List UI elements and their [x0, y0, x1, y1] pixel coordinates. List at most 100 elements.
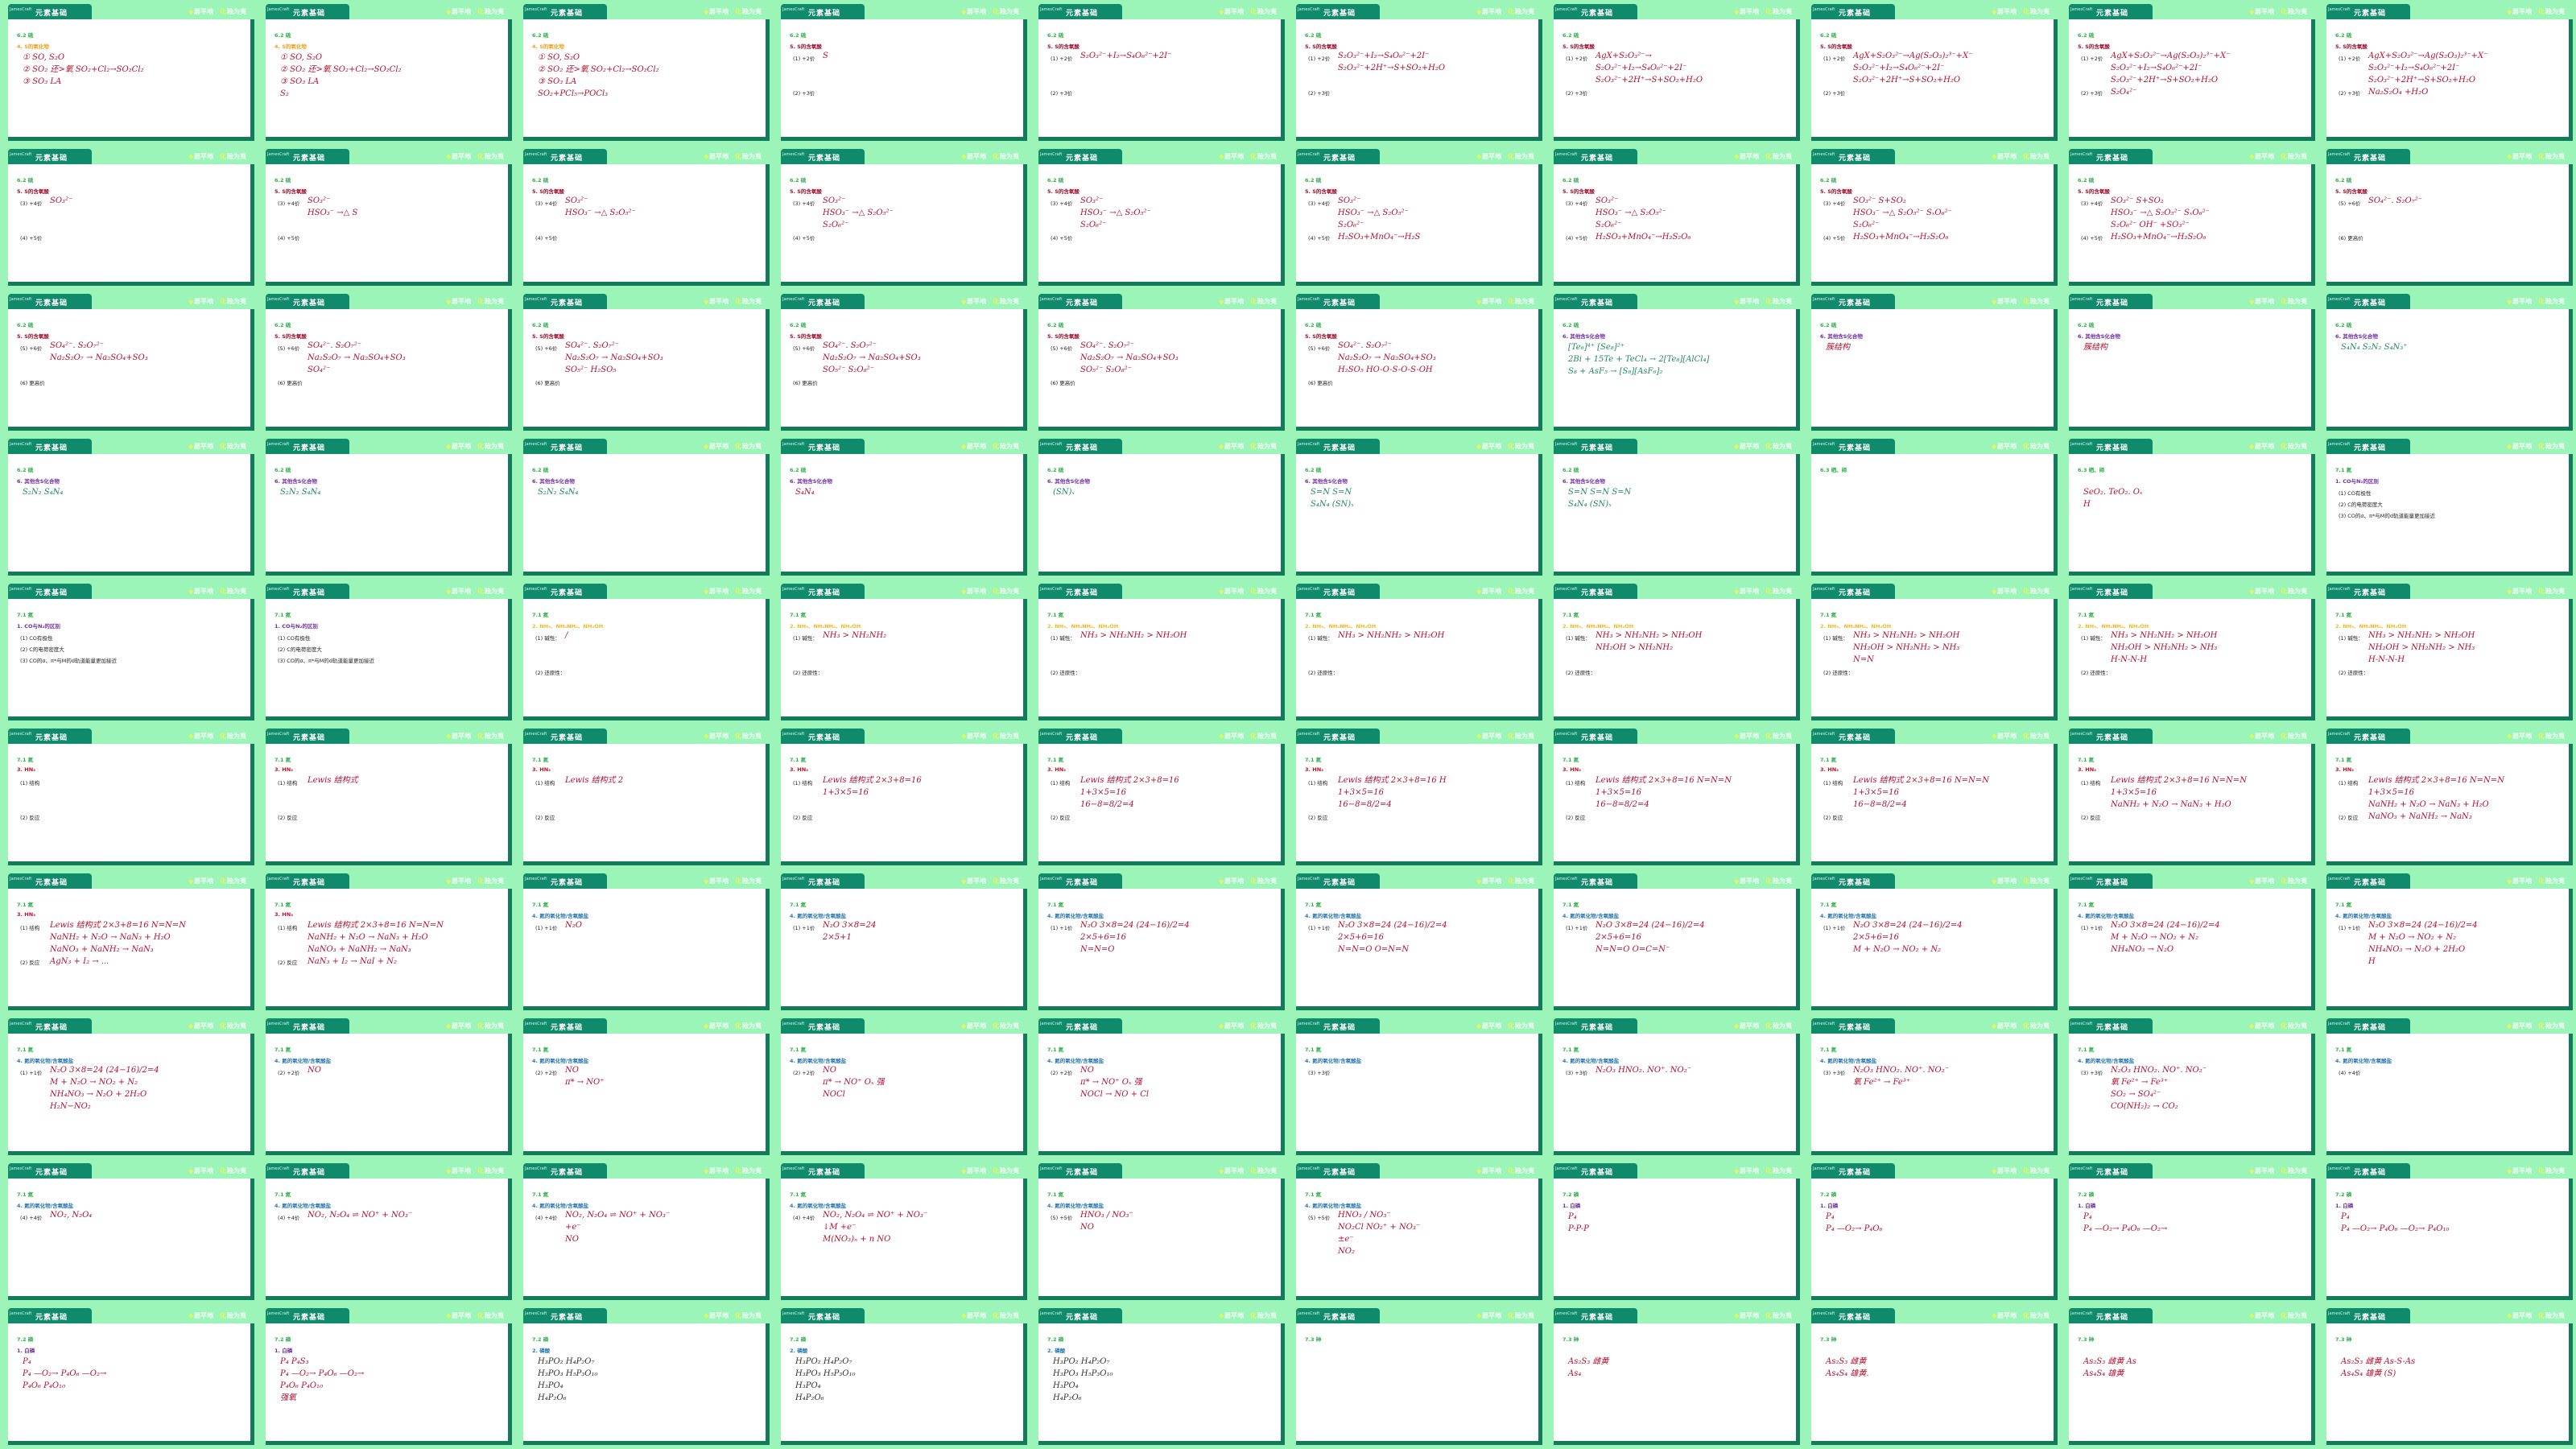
slide-thumbnail[interactable]: JamesCraft 元素基础 ◆层平地 化险为夷 7.1 氮 4. 氮的氧化物/含氧酸盐…: [1030, 869, 1288, 1014]
slide-thumbnail[interactable]: JamesCraft 元素基础 ◆层平地 化险为夷 7.1 氮 2. NH₃、NH₂NH₂…: [1546, 580, 1803, 724]
slide-thumbnail[interactable]: JamesCraft 元素基础 ◆层平地 化险为夷 7.1 氮 3. HN₃ (1) 结构(…: [258, 869, 515, 1014]
slide-thumbnail[interactable]: JamesCraft 元素基础 ◆层平地 化险为夷 7.1 氮 4. 氮的氧化物/含氧酸盐…: [515, 1014, 773, 1159]
slide-thumbnail[interactable]: JamesCraft 元素基础 ◆层平地 化险为夷 6.2 硫 5. S的含氧酸 (5) +…: [515, 290, 773, 435]
slide-thumbnail[interactable]: JamesCraft 元素基础 ◆层平地 化险为夷 7.1 氮 4. 氮的氧化物/含氧酸盐…: [0, 1014, 258, 1159]
slide-thumbnail[interactable]: JamesCraft 元素基础 ◆层平地 化险为夷 6.2 硫 5. S的含氧酸 (1) +…: [773, 0, 1030, 145]
slide-thumbnail[interactable]: JamesCraft 元素基础 ◆层平地 化险为夷 7.1 氮 3. HN₃ (1) 结构(…: [1030, 724, 1288, 869]
slide-thumbnail[interactable]: JamesCraft 元素基础 ◆层平地 化险为夷 7.1 氮 3. HN₃ (1) 结构(…: [2061, 724, 2318, 869]
slide-thumbnail[interactable]: JamesCraft 元素基础 ◆层平地 化险为夷 7.1 氮 4. 氮的氧化物/含氧酸盐…: [773, 869, 1030, 1014]
slide-thumbnail[interactable]: JamesCraft 元素基础 ◆层平地 化险为夷 7.2 磷 2. 磷酸 H₃PO₂ H₄…: [1030, 1304, 1288, 1449]
slide-thumbnail[interactable]: JamesCraft 元素基础 ◆层平地 化险为夷 7.1 氮 4. 氮的氧化物/含氧酸盐…: [1288, 1159, 1546, 1304]
slide-thumbnail[interactable]: JamesCraft 元素基础 ◆层平地 化险为夷 7.1 氮 3. HN₃ (1) 结构(…: [0, 724, 258, 869]
slide-thumbnail[interactable]: JamesCraft 元素基础 ◆层平地 化险为夷 6.2 硫 4. S的氧化物 ① SO,…: [515, 0, 773, 145]
slide-thumbnail[interactable]: JamesCraft 元素基础 ◆层平地 化险为夷 7.1 氮 3. HN₃ (1) 结构(…: [515, 724, 773, 869]
slide-thumbnail[interactable]: JamesCraft 元素基础 ◆层平地 化险为夷 6.2 硫 6. 其他含S化合物 S₂N…: [0, 435, 258, 580]
slide-thumbnail[interactable]: JamesCraft 元素基础 ◆层平地 化险为夷 6.2 硫 5. S的含氧酸 (3) +…: [258, 145, 515, 290]
slide-thumbnail[interactable]: JamesCraft 元素基础 ◆层平地 化险为夷 7.3 砷 As₂S₃ 雌黄 As₄: [1546, 1304, 1803, 1449]
slide-thumbnail[interactable]: JamesCraft 元素基础 ◆层平地 化险为夷 6.2 硫 5. S的含氧酸 (1) +…: [2061, 0, 2318, 145]
slide-thumbnail[interactable]: JamesCraft 元素基础 ◆层平地 化险为夷 7.1 氮 4. 氮的氧化物/含氧酸盐…: [258, 1159, 515, 1304]
slide-thumbnail[interactable]: JamesCraft 元素基础 ◆层平地 化险为夷 6.2 硫 6. 其他含S化合物 S₂N…: [258, 435, 515, 580]
slide-thumbnail[interactable]: JamesCraft 元素基础 ◆层平地 化险为夷 6.2 硫 4. S的氧化物 ① SO,…: [0, 0, 258, 145]
slide-thumbnail[interactable]: JamesCraft 元素基础 ◆层平地 化险为夷 7.2 磷 1. 白磷 P₄ P-P-P: [1546, 1159, 1803, 1304]
slide-thumbnail[interactable]: JamesCraft 元素基础 ◆层平地 化险为夷 6.2 硫 6. 其他含S化合物 簇结构: [1803, 290, 2061, 435]
slide-thumbnail[interactable]: JamesCraft 元素基础 ◆层平地 化险为夷 6.2 硫 5. S的含氧酸 (1) +…: [1546, 0, 1803, 145]
slide-thumbnail[interactable]: JamesCraft 元素基础 ◆层平地 化险为夷 6.2 硫 5. S的含氧酸 (3) +…: [1288, 145, 1546, 290]
slide-thumbnail[interactable]: JamesCraft 元素基础 ◆层平地 化险为夷 7.1 氮 4. 氮的氧化物/含氧酸盐…: [1288, 1014, 1546, 1159]
slide-thumbnail[interactable]: JamesCraft 元素基础 ◆层平地 化险为夷 6.2 硫 5. S的含氧酸 (5) +…: [2318, 145, 2576, 290]
slide-thumbnail[interactable]: JamesCraft 元素基础 ◆层平地 化险为夷 7.2 磷 1. 白磷 P₄ P₄ —O₂…: [1803, 1159, 2061, 1304]
slide-thumbnail[interactable]: JamesCraft 元素基础 ◆层平地 化险为夷 7.1 氮 4. 氮的氧化物/含氧酸盐…: [773, 1159, 1030, 1304]
slide-thumbnail[interactable]: JamesCraft 元素基础 ◆层平地 化险为夷 7.1 氮 4. 氮的氧化物/含氧酸盐…: [1546, 1014, 1803, 1159]
slide-thumbnail[interactable]: JamesCraft 元素基础 ◆层平地 化险为夷 6.2 硫 5. S的含氧酸 (3) +…: [515, 145, 773, 290]
slide-thumbnail[interactable]: JamesCraft 元素基础 ◆层平地 化险为夷 7.1 氮 3. HN₃ (1) 结构(…: [1803, 724, 2061, 869]
slide-thumbnail[interactable]: JamesCraft 元素基础 ◆层平地 化险为夷 6.2 硫 6. 其他含S化合物 S₂N…: [515, 435, 773, 580]
slide-thumbnail[interactable]: JamesCraft 元素基础 ◆层平地 化险为夷 7.2 磷 1. 白磷 P₄ P₄ —O₂…: [2318, 1159, 2576, 1304]
slide-thumbnail[interactable]: JamesCraft 元素基础 ◆层平地 化险为夷 7.1 氮 4. 氮的氧化物/含氧酸盐…: [1030, 1014, 1288, 1159]
slide-thumbnail[interactable]: JamesCraft 元素基础 ◆层平地 化险为夷 7.1 氮 4. 氮的氧化物/含氧酸盐…: [1803, 1014, 2061, 1159]
slide-thumbnail[interactable]: JamesCraft 元素基础 ◆层平地 化险为夷 7.2 磷 1. 白磷 P₄ P₄ —O₂…: [0, 1304, 258, 1449]
slide-thumbnail[interactable]: JamesCraft 元素基础 ◆层平地 化险为夷 6.2 硫 5. S的含氧酸 (1) +…: [2318, 0, 2576, 145]
slide-thumbnail[interactable]: JamesCraft 元素基础 ◆层平地 化险为夷 6.2 硫 5. S的含氧酸 (1) +…: [1803, 0, 2061, 145]
slide-thumbnail[interactable]: JamesCraft 元素基础 ◆层平地 化险为夷 6.2 硫 6. 其他含S化合物 S₄N…: [773, 435, 1030, 580]
slide-thumbnail[interactable]: JamesCraft 元素基础 ◆层平地 化险为夷 7.2 磷 2. 磷酸 H₃PO₂ H₄…: [773, 1304, 1030, 1449]
slide-thumbnail[interactable]: JamesCraft 元素基础 ◆层平地 化险为夷 6.2 硫 5. S的含氧酸 (3) +…: [1803, 145, 2061, 290]
slide-thumbnail[interactable]: JamesCraft 元素基础 ◆层平地 化险为夷 6.2 硫 5. S的含氧酸 (5) +…: [1030, 290, 1288, 435]
slide-thumbnail[interactable]: JamesCraft 元素基础 ◆层平地 化险为夷 6.2 硫 6. 其他含S化合物 S=N…: [1546, 435, 1803, 580]
slide-thumbnail[interactable]: JamesCraft 元素基础 ◆层平地 化险为夷 7.1 氮 4. 氮的氧化物/含氧酸盐…: [1288, 869, 1546, 1014]
slide-thumbnail[interactable]: JamesCraft 元素基础 ◆层平地 化险为夷 6.2 硫 5. S的含氧酸 (5) +…: [1288, 290, 1546, 435]
slide-thumbnail[interactable]: JamesCraft 元素基础 ◆层平地 化险为夷 6.2 硫 5. S的含氧酸 (1) +…: [1288, 0, 1546, 145]
slide-thumbnail[interactable]: JamesCraft 元素基础 ◆层平地 化险为夷 6.2 硫 5. S的含氧酸 (3) +…: [773, 145, 1030, 290]
slide-thumbnail[interactable]: JamesCraft 元素基础 ◆层平地 化险为夷 7.3 砷 As₂S₃ 雌黄 As₄S₄…: [1803, 1304, 2061, 1449]
slide-thumbnail[interactable]: JamesCraft 元素基础 ◆层平地 化险为夷 7.1 氮 3. HN₃ (1) 结构(…: [1546, 724, 1803, 869]
slide-thumbnail[interactable]: JamesCraft 元素基础 ◆层平地 化险为夷 7.1 氮 3. HN₃ (1) 结构(…: [0, 869, 258, 1014]
slide-thumbnail[interactable]: JamesCraft 元素基础 ◆层平地 化险为夷 7.1 氮 4. 氮的氧化物/含氧酸盐…: [1546, 869, 1803, 1014]
slide-thumbnail[interactable]: JamesCraft 元素基础 ◆层平地 化险为夷 7.1 氮 2. NH₃、NH₂NH₂…: [2318, 580, 2576, 724]
slide-thumbnail[interactable]: JamesCraft 元素基础 ◆层平地 化险为夷 7.1 氮 4. 氮的氧化物/含氧酸盐…: [2318, 1014, 2576, 1159]
slide-thumbnail[interactable]: JamesCraft 元素基础 ◆层平地 化险为夷 7.1 氮 4. 氮的氧化物/含氧酸盐…: [258, 1014, 515, 1159]
slide-thumbnail[interactable]: JamesCraft 元素基础 ◆层平地 化险为夷 7.1 氮 2. NH₃、NH₂NH₂…: [515, 580, 773, 724]
slide-thumbnail[interactable]: JamesCraft 元素基础 ◆层平地 化险为夷 7.1 氮 4. 氮的氧化物/含氧酸盐…: [1030, 1159, 1288, 1304]
slide-thumbnail[interactable]: JamesCraft 元素基础 ◆层平地 化险为夷 7.1 氮 2. NH₃、NH₂NH₂…: [773, 580, 1030, 724]
slide-thumbnail[interactable]: JamesCraft 元素基础 ◆层平地 化险为夷 6.2 硫 5. S的含氧酸 (5) +…: [258, 290, 515, 435]
slide-thumbnail[interactable]: JamesCraft 元素基础 ◆层平地 化险为夷 7.1 氮 2. NH₃、NH₂NH₂…: [1803, 580, 2061, 724]
slide-thumbnail[interactable]: JamesCraft 元素基础 ◆层平地 化险为夷 6.2 硫 5. S的含氧酸 (5) +…: [0, 290, 258, 435]
slide-thumbnail[interactable]: JamesCraft 元素基础 ◆层平地 化险为夷 7.3 砷 As₂S₃ 雌黄 As As…: [2061, 1304, 2318, 1449]
slide-thumbnail[interactable]: JamesCraft 元素基础 ◆层平地 化险为夷 7.1 氮 1. CO与N₂的区别 (1…: [2318, 435, 2576, 580]
slide-thumbnail[interactable]: JamesCraft 元素基础 ◆层平地 化险为夷 7.1 氮 2. NH₃、NH₂NH₂…: [1288, 580, 1546, 724]
slide-thumbnail[interactable]: JamesCraft 元素基础 ◆层平地 化险为夷 6.2 硫 4. S的氧化物 ① SO,…: [258, 0, 515, 145]
slide-thumbnail[interactable]: JamesCraft 元素基础 ◆层平地 化险为夷 7.1 氮 3. HN₃ (1) 结构(…: [2318, 724, 2576, 869]
slide-thumbnail[interactable]: JamesCraft 元素基础 ◆层平地 化险为夷 6.2 硫 5. S的含氧酸 (5) +…: [773, 290, 1030, 435]
slide-thumbnail[interactable]: JamesCraft 元素基础 ◆层平地 化险为夷 7.1 氮 2. NH₃、NH₂NH₂…: [2061, 580, 2318, 724]
slide-thumbnail[interactable]: JamesCraft 元素基础 ◆层平地 化险为夷 7.1 氮 4. 氮的氧化物/含氧酸盐…: [773, 1014, 1030, 1159]
slide-thumbnail[interactable]: JamesCraft 元素基础 ◆层平地 化险为夷 7.1 氮 1. CO与N₂的区别 (1…: [258, 580, 515, 724]
slide-thumbnail[interactable]: JamesCraft 元素基础 ◆层平地 化险为夷 7.2 磷 2. 磷酸 H₃PO₂ H₄…: [515, 1304, 773, 1449]
slide-thumbnail[interactable]: JamesCraft 元素基础 ◆层平地 化险为夷 6.2 硫 5. S的含氧酸 (1) +…: [1030, 0, 1288, 145]
slide-thumbnail[interactable]: JamesCraft 元素基础 ◆层平地 化险为夷 7.1 氮 4. 氮的氧化物/含氧酸盐…: [1803, 869, 2061, 1014]
slide-thumbnail[interactable]: JamesCraft 元素基础 ◆层平地 化险为夷 6.2 硫 5. S的含氧酸 (3) +…: [2061, 145, 2318, 290]
slide-thumbnail[interactable]: JamesCraft 元素基础 ◆层平地 化险为夷 7.1 氮 4. 氮的氧化物/含氧酸盐…: [2061, 1014, 2318, 1159]
slide-thumbnail[interactable]: JamesCraft 元素基础 ◆层平地 化险为夷 7.2 磷 1. 白磷 P₄ P₄ —O₂…: [2061, 1159, 2318, 1304]
slide-thumbnail[interactable]: JamesCraft 元素基础 ◆层平地 化险为夷 7.1 氮 2. NH₃、NH₂NH₂…: [1030, 580, 1288, 724]
slide-thumbnail[interactable]: JamesCraft 元素基础 ◆层平地 化险为夷 7.3 砷 As₂S₃ 雌黄 As-S…: [2318, 1304, 2576, 1449]
slide-thumbnail[interactable]: JamesCraft 元素基础 ◆层平地 化险为夷 7.1 氮 3. HN₃ (1) 结构(…: [258, 724, 515, 869]
slide-thumbnail[interactable]: JamesCraft 元素基础 ◆层平地 化险为夷 7.1 氮 1. CO与N₂的区别 (1…: [0, 580, 258, 724]
slide-thumbnail[interactable]: JamesCraft 元素基础 ◆层平地 化险为夷 6.3 硒、碲 SeO₂. TeO₂.…: [2061, 435, 2318, 580]
slide-thumbnail[interactable]: JamesCraft 元素基础 ◆层平地 化险为夷 6.2 硫 6. 其他含S化合物 [Te…: [1546, 290, 1803, 435]
slide-thumbnail[interactable]: JamesCraft 元素基础 ◆层平地 化险为夷 7.3 砷: [1288, 1304, 1546, 1449]
slide-thumbnail[interactable]: JamesCraft 元素基础 ◆层平地 化险为夷 7.1 氮 4. 氮的氧化物/含氧酸盐…: [515, 1159, 773, 1304]
slide-thumbnail[interactable]: JamesCraft 元素基础 ◆层平地 化险为夷 7.1 氮 3. HN₃ (1) 结构(…: [1288, 724, 1546, 869]
slide-thumbnail[interactable]: JamesCraft 元素基础 ◆层平地 化险为夷 7.1 氮 4. 氮的氧化物/含氧酸盐…: [2061, 869, 2318, 1014]
slide-thumbnail[interactable]: JamesCraft 元素基础 ◆层平地 化险为夷 6.2 硫 6. 其他含S化合物 簇结构: [2061, 290, 2318, 435]
slide-thumbnail[interactable]: JamesCraft 元素基础 ◆层平地 化险为夷 6.2 硫 5. S的含氧酸 (3) +…: [1030, 145, 1288, 290]
slide-thumbnail[interactable]: JamesCraft 元素基础 ◆层平地 化险为夷 6.2 硫 6. 其他含S化合物 S₄N…: [2318, 290, 2576, 435]
slide-thumbnail[interactable]: JamesCraft 元素基础 ◆层平地 化险为夷 6.2 硫 5. S的含氧酸 (3) +…: [1546, 145, 1803, 290]
slide-thumbnail[interactable]: JamesCraft 元素基础 ◆层平地 化险为夷 7.1 氮 4. 氮的氧化物/含氧酸盐…: [515, 869, 773, 1014]
slide-thumbnail[interactable]: JamesCraft 元素基础 ◆层平地 化险为夷 7.1 氮 4. 氮的氧化物/含氧酸盐…: [2318, 869, 2576, 1014]
slide-thumbnail[interactable]: JamesCraft 元素基础 ◆层平地 化险为夷 7.1 氮 3. HN₃ (1) 结构(…: [773, 724, 1030, 869]
slide-thumbnail[interactable]: JamesCraft 元素基础 ◆层平地 化险为夷 7.1 氮 4. 氮的氧化物/含氧酸盐…: [0, 1159, 258, 1304]
slide-thumbnail[interactable]: JamesCraft 元素基础 ◆层平地 化险为夷 6.2 硫 6. 其他含S化合物 S=N…: [1288, 435, 1546, 580]
slide-thumbnail[interactable]: JamesCraft 元素基础 ◆层平地 化险为夷 6.2 硫 5. S的含氧酸 (3) +…: [0, 145, 258, 290]
slide-thumbnail[interactable]: JamesCraft 元素基础 ◆层平地 化险为夷 7.2 磷 1. 白磷 P₄ P₄S₃ P…: [258, 1304, 515, 1449]
slide-thumbnail[interactable]: JamesCraft 元素基础 ◆层平地 化险为夷 6.2 硫 6. 其他含S化合物 (SN…: [1030, 435, 1288, 580]
slide-thumbnail[interactable]: JamesCraft 元素基础 ◆层平地 化险为夷 6.3 硒、碲: [1803, 435, 2061, 580]
